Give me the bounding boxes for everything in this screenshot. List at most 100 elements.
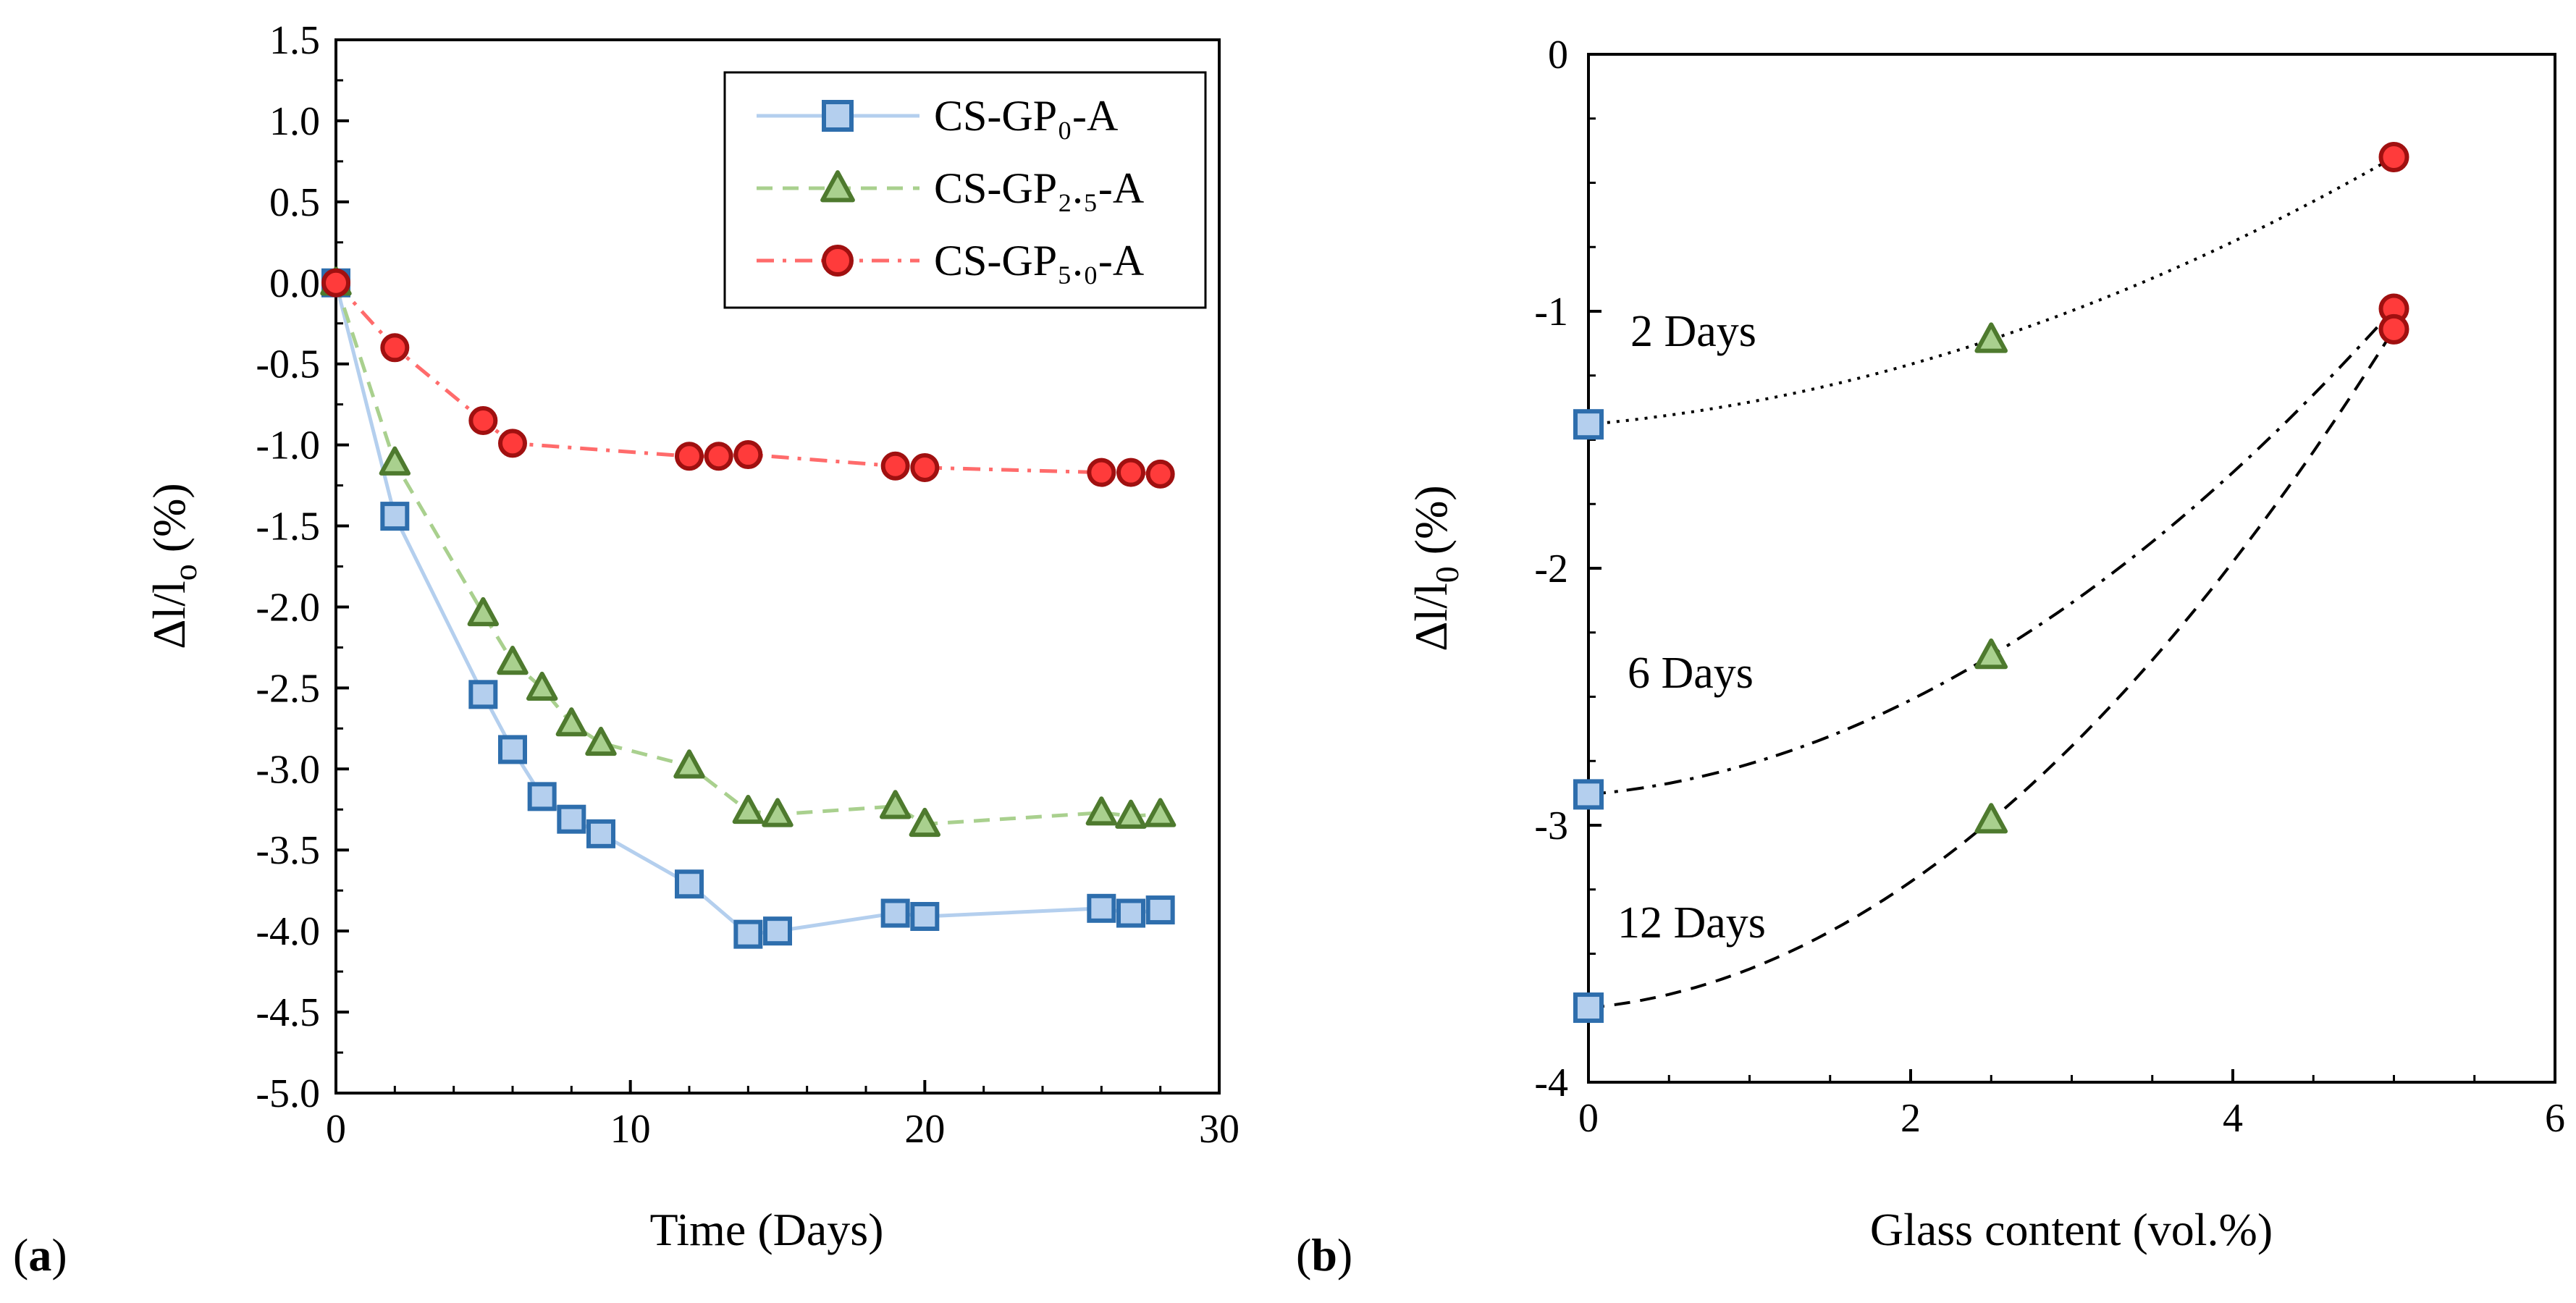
y-tick-label: -2.5 — [256, 666, 320, 711]
data-point — [1573, 779, 1604, 810]
x-tick-label: 0 — [1578, 1096, 1599, 1141]
panel-b-label: (b) — [1296, 1229, 1352, 1281]
data-point — [1974, 638, 2008, 670]
data-point — [586, 819, 615, 848]
data-point — [880, 451, 910, 481]
panel-a-y-axis-title-sub: o — [167, 564, 203, 581]
panel-b-y-axis-title: Δl/l0 (%) — [1405, 485, 1465, 651]
panel-a-x-axis-title: Time (Days) — [650, 1204, 884, 1255]
trend-curve — [1588, 308, 2395, 796]
data-point — [733, 440, 763, 470]
data-point — [675, 442, 704, 471]
data-point — [585, 726, 617, 756]
data-point — [468, 406, 498, 436]
data-point — [2378, 313, 2409, 345]
data-point — [1144, 798, 1177, 827]
y-tick-label: -2 — [1534, 547, 1568, 591]
data-point — [763, 916, 792, 946]
data-point — [1116, 898, 1145, 928]
x-tick-label: 30 — [1199, 1107, 1239, 1152]
y-tick-label: -4.0 — [256, 909, 320, 954]
panel-b-y-axis-title-sub: 0 — [1428, 566, 1465, 583]
data-point — [1087, 457, 1116, 487]
legend-label: CS-GP₀-A — [934, 92, 1118, 140]
data-point — [467, 596, 500, 627]
annotation-12-days: 12 Days — [1617, 898, 1766, 948]
data-point — [704, 442, 733, 471]
y-tick-label: -1.0 — [256, 423, 320, 468]
data-point — [321, 268, 350, 298]
legend-box — [723, 71, 1207, 309]
panel-a-letter: a — [28, 1229, 51, 1281]
data-point — [379, 446, 411, 476]
y-tick-label: -1.5 — [256, 505, 320, 549]
y-tick-label: 0.5 — [269, 180, 320, 225]
data-point — [1085, 796, 1118, 826]
panel-b-chart: 0-1-2-3-40 2 4 6 Glass content (vol.%) Δl/l… — [1405, 33, 2565, 1255]
data-point — [468, 680, 498, 709]
y-tick-label: -4.5 — [256, 990, 320, 1035]
data-point — [527, 782, 557, 811]
data-point — [1115, 799, 1147, 829]
legend-marker — [822, 100, 854, 132]
data-point — [909, 807, 941, 838]
panel-b-letter: b — [1311, 1229, 1337, 1281]
panel-a-chart: 1.5 1.0 0.5 0.0 -0.5 -1.0 -1.5 -2.0 -2.5 -3.0 -3.5… — [143, 18, 1239, 1255]
panel-a-y-axis-title-main: Δl/l — [143, 581, 195, 649]
annotation-6-days: 6 Days — [1628, 649, 1754, 698]
x-tick-label: 6 — [2545, 1096, 2565, 1141]
x-tick-label: 4 — [2223, 1096, 2243, 1141]
data-point — [733, 919, 763, 949]
data-point — [557, 804, 586, 834]
data-point — [1087, 893, 1116, 923]
panel-a-legend: CS-GP₀-A CS-GP₂.₅-A CS-GP₅.₀-A — [723, 71, 1207, 309]
data-point — [880, 898, 910, 928]
data-point — [673, 749, 705, 779]
data-point — [1116, 457, 1145, 487]
data-point — [555, 707, 588, 737]
panel-a-y-axis-title-unit: (%) — [143, 483, 195, 564]
data-point — [526, 671, 558, 701]
y-tick-label: 0 — [1548, 33, 1568, 77]
series-line — [334, 282, 1161, 937]
legend-marker — [820, 170, 855, 203]
x-tick-label: 10 — [610, 1107, 651, 1152]
panel-a-y-axis-title: Δl/lo (%) — [143, 483, 203, 649]
data-point — [675, 869, 704, 899]
data-point — [1145, 895, 1175, 925]
legend-label: CS-GP₂.₅-A — [934, 164, 1144, 212]
panel-b-y-axis-title-main: Δl/l — [1405, 583, 1457, 652]
legend-marker — [822, 245, 854, 277]
x-tick-label: 2 — [1901, 1096, 1921, 1141]
panel-b-y-axis-title-unit: (%) — [1405, 485, 1457, 566]
data-point — [732, 794, 765, 825]
data-point — [762, 798, 794, 827]
data-point — [1145, 459, 1175, 489]
legend-label: CS-GP₅.₀-A — [934, 237, 1144, 284]
data-point — [1573, 992, 1604, 1024]
data-point — [498, 735, 527, 764]
y-tick-label: -3 — [1534, 804, 1568, 848]
data-point — [497, 646, 529, 675]
panel-b-x-axis-title: Glass content (vol.%) — [1870, 1204, 2273, 1255]
data-point — [879, 790, 912, 819]
annotation-2-days: 2 Days — [1630, 307, 1756, 356]
y-tick-label: 0.0 — [269, 261, 320, 306]
data-point — [380, 502, 410, 531]
data-point — [910, 452, 940, 482]
y-tick-label: -5.0 — [256, 1071, 320, 1116]
y-tick-label: -4 — [1534, 1060, 1568, 1105]
y-tick-label: 1.5 — [269, 18, 320, 63]
x-tick-label: 20 — [904, 1107, 945, 1152]
y-tick-label: 1.0 — [269, 99, 320, 144]
data-point — [910, 902, 940, 932]
panel-a-label: (a) — [13, 1229, 67, 1281]
y-tick-label: -2.0 — [256, 585, 320, 630]
data-point — [1974, 803, 2008, 834]
x-tick-label: 0 — [326, 1107, 346, 1152]
data-point — [498, 429, 527, 458]
y-tick-label: -0.5 — [256, 342, 320, 387]
data-point — [1974, 322, 2008, 353]
data-point — [1573, 409, 1604, 440]
